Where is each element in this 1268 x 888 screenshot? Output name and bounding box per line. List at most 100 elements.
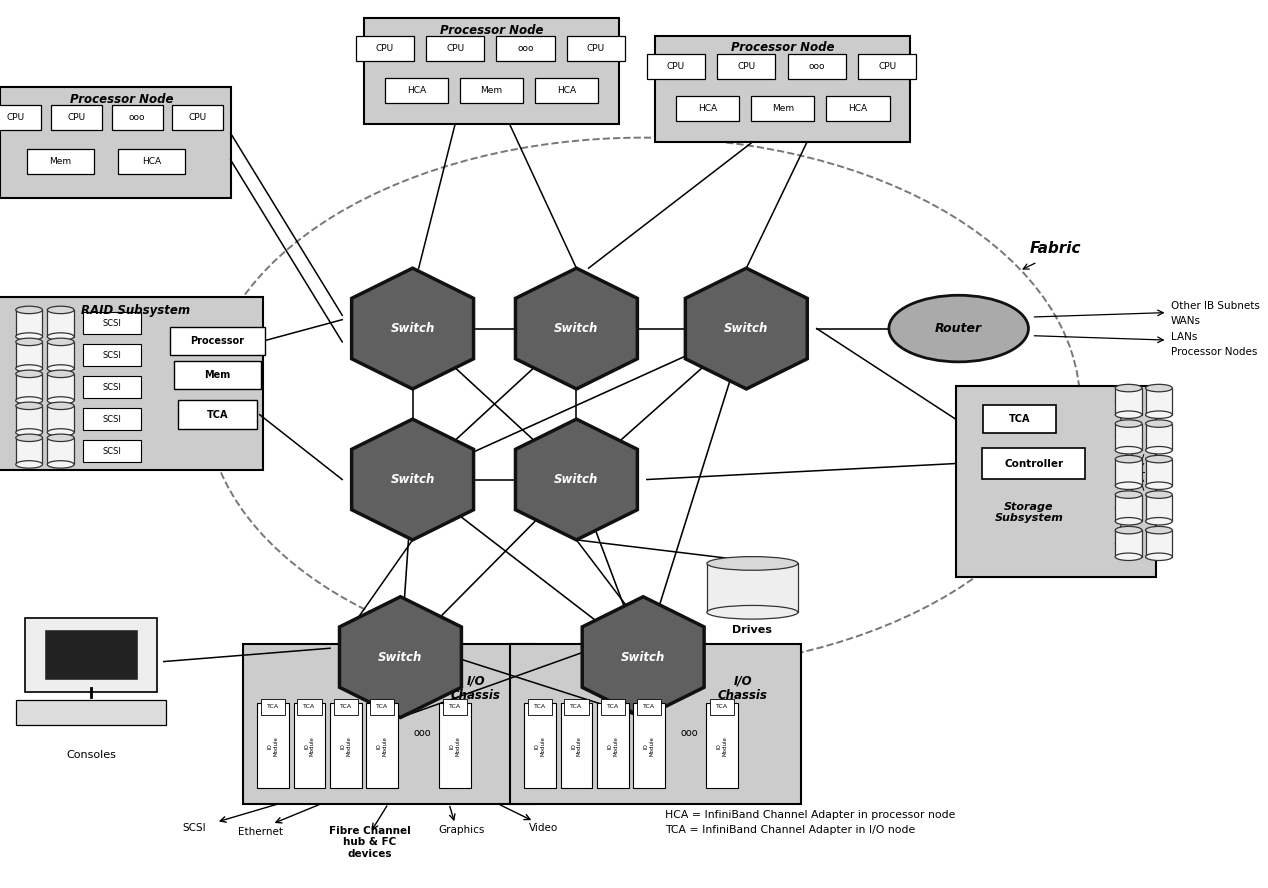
Text: Processor Node: Processor Node (730, 42, 834, 54)
Ellipse shape (1145, 553, 1172, 560)
Ellipse shape (47, 461, 74, 468)
Ellipse shape (15, 333, 42, 340)
Text: TCA: TCA (716, 704, 728, 710)
FancyBboxPatch shape (172, 105, 223, 130)
FancyBboxPatch shape (751, 96, 814, 121)
FancyBboxPatch shape (1145, 388, 1172, 415)
FancyBboxPatch shape (118, 149, 185, 174)
Text: Switch: Switch (554, 322, 598, 335)
Text: IO
Module: IO Module (377, 736, 388, 756)
Ellipse shape (1145, 411, 1172, 418)
Ellipse shape (47, 333, 74, 340)
FancyBboxPatch shape (51, 105, 101, 130)
Text: CPU: CPU (667, 62, 685, 71)
Text: SCSI: SCSI (103, 415, 120, 424)
Text: IO
Module: IO Module (340, 736, 351, 756)
Polygon shape (582, 597, 704, 718)
FancyBboxPatch shape (15, 406, 42, 432)
FancyBboxPatch shape (370, 699, 394, 715)
FancyBboxPatch shape (15, 438, 42, 464)
Ellipse shape (706, 606, 798, 619)
Text: I/O
Chassis: I/O Chassis (718, 674, 767, 702)
FancyBboxPatch shape (0, 105, 42, 130)
Text: Video: Video (529, 823, 558, 833)
Text: IO
Module: IO Module (644, 736, 654, 756)
Text: Drives: Drives (733, 624, 772, 635)
Text: IO
Module: IO Module (607, 736, 619, 756)
Polygon shape (351, 268, 473, 389)
Ellipse shape (47, 402, 74, 409)
FancyBboxPatch shape (524, 703, 555, 788)
Polygon shape (686, 268, 808, 389)
Polygon shape (516, 268, 638, 389)
Text: IO
Module: IO Module (535, 736, 545, 756)
Text: CPU: CPU (446, 44, 464, 53)
Text: TCA: TCA (643, 704, 656, 710)
Text: HCA: HCA (557, 86, 576, 95)
Ellipse shape (706, 557, 798, 570)
Text: HCA: HCA (848, 104, 867, 113)
Text: Mem: Mem (481, 86, 502, 95)
FancyBboxPatch shape (25, 618, 156, 692)
Text: Switch: Switch (378, 651, 422, 663)
FancyBboxPatch shape (647, 54, 705, 79)
Polygon shape (516, 419, 638, 540)
Text: TCA: TCA (534, 704, 547, 710)
Text: TCA: TCA (607, 704, 619, 710)
FancyBboxPatch shape (355, 36, 413, 61)
Text: SCSI: SCSI (103, 319, 120, 328)
Text: TCA: TCA (1008, 414, 1030, 424)
Text: Mem: Mem (204, 369, 231, 380)
Text: Other IB Subnets: Other IB Subnets (1172, 301, 1260, 312)
Text: RAID Subsystem: RAID Subsystem (81, 304, 190, 317)
FancyBboxPatch shape (15, 310, 42, 337)
FancyBboxPatch shape (983, 405, 1056, 433)
Ellipse shape (1145, 456, 1172, 463)
Polygon shape (351, 419, 473, 540)
Ellipse shape (1145, 385, 1172, 392)
FancyBboxPatch shape (47, 310, 74, 337)
Text: TCA: TCA (571, 704, 582, 710)
Ellipse shape (889, 296, 1028, 362)
Text: Switch: Switch (724, 322, 768, 335)
FancyBboxPatch shape (1116, 424, 1142, 450)
Ellipse shape (15, 365, 42, 372)
FancyBboxPatch shape (787, 54, 846, 79)
Ellipse shape (47, 365, 74, 372)
Ellipse shape (1116, 420, 1142, 427)
FancyBboxPatch shape (676, 96, 739, 121)
FancyBboxPatch shape (1145, 530, 1172, 557)
Text: LANs: LANs (1172, 331, 1197, 342)
FancyBboxPatch shape (439, 703, 470, 788)
FancyBboxPatch shape (567, 36, 625, 61)
FancyBboxPatch shape (333, 699, 358, 715)
FancyBboxPatch shape (443, 699, 467, 715)
FancyBboxPatch shape (384, 78, 448, 103)
Text: TCA: TCA (377, 704, 388, 710)
FancyBboxPatch shape (560, 703, 592, 788)
Ellipse shape (47, 397, 74, 404)
Text: WANs: WANs (1172, 316, 1201, 327)
Ellipse shape (15, 370, 42, 377)
Ellipse shape (15, 306, 42, 313)
Text: TCA: TCA (207, 409, 228, 420)
FancyBboxPatch shape (656, 36, 910, 142)
FancyBboxPatch shape (242, 644, 534, 804)
FancyBboxPatch shape (47, 406, 74, 432)
Text: I/O
Chassis: I/O Chassis (450, 674, 501, 702)
Text: SCSI: SCSI (103, 383, 120, 392)
Ellipse shape (1116, 456, 1142, 463)
Text: Consoles: Consoles (66, 749, 115, 760)
FancyBboxPatch shape (706, 564, 798, 613)
FancyBboxPatch shape (983, 448, 1085, 480)
FancyBboxPatch shape (330, 703, 361, 788)
Ellipse shape (47, 434, 74, 441)
Ellipse shape (1116, 385, 1142, 392)
Text: Router: Router (935, 322, 983, 335)
FancyBboxPatch shape (261, 699, 285, 715)
Text: ooo: ooo (129, 113, 146, 122)
FancyBboxPatch shape (15, 374, 42, 400)
Ellipse shape (1145, 527, 1172, 534)
FancyBboxPatch shape (1116, 495, 1142, 521)
FancyBboxPatch shape (1145, 495, 1172, 521)
